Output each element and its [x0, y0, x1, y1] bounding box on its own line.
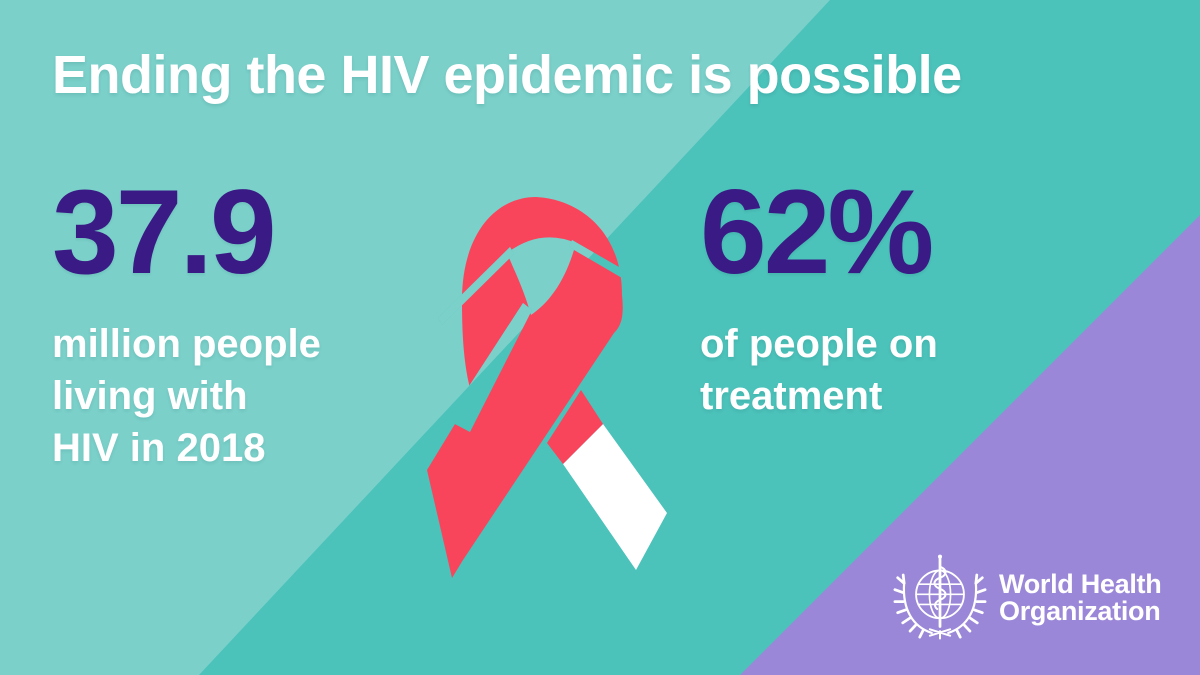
- stat-label-line: of people on: [700, 322, 938, 366]
- ribbon-white-tail: [563, 424, 667, 570]
- stat-block-people-living-with-hiv: 37.9 million people living with HIV in 2…: [52, 172, 392, 474]
- laurel-leaves-left: [893, 573, 925, 639]
- stat-label-line: living with: [52, 374, 248, 418]
- stat-label-line: HIV in 2018: [52, 426, 266, 470]
- purple-corner-triangle: [740, 215, 1200, 675]
- who-logo-line1: World Health: [999, 569, 1162, 599]
- page-title: Ending the HIV epidemic is possible: [52, 45, 962, 105]
- who-logo-line2: Organization: [999, 596, 1161, 626]
- laurel-leaves-right: [955, 573, 987, 639]
- stat-label-line: treatment: [700, 374, 883, 418]
- who-emblem-icon: [893, 554, 987, 640]
- who-logo: World Health Organization: [893, 548, 1183, 648]
- who-logo-text: World Health Organization: [999, 569, 1162, 626]
- stat-label: million people living with HIV in 2018: [52, 318, 392, 474]
- stat-value: 37.9: [52, 165, 277, 299]
- stat-block-people-on-treatment: 62% of people on treatment: [700, 172, 1030, 422]
- stat-label-line: million people: [52, 322, 321, 366]
- stat-label: of people on treatment: [700, 318, 1030, 422]
- ribbon-loop-and-left-tail: [427, 197, 623, 578]
- stat-value: 62%: [700, 165, 934, 299]
- background-diagonal-light-band: [0, 0, 830, 675]
- ribbon-right-tail-red: [547, 390, 603, 464]
